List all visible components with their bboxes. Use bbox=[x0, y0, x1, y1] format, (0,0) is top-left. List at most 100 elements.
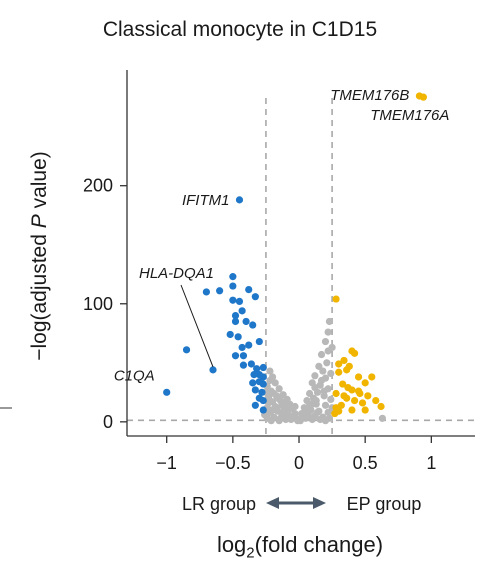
ns-point bbox=[319, 367, 327, 375]
down-point bbox=[239, 352, 248, 360]
ns-point bbox=[324, 408, 332, 416]
down-point bbox=[245, 286, 253, 294]
up-point bbox=[358, 399, 367, 407]
down-point bbox=[255, 337, 263, 346]
up-point bbox=[372, 396, 380, 405]
x-tick-label: 0 bbox=[294, 453, 304, 473]
up-point bbox=[337, 401, 345, 409]
ns-point bbox=[378, 414, 386, 422]
down-point bbox=[231, 352, 240, 360]
down-point bbox=[242, 317, 250, 326]
up-point bbox=[361, 379, 369, 387]
down-point bbox=[182, 346, 191, 354]
up-point bbox=[356, 389, 364, 398]
ns-point bbox=[323, 359, 331, 367]
ns-point bbox=[325, 317, 334, 326]
ns-point bbox=[317, 350, 326, 359]
chart-title: Classical monocyte in C1D15 bbox=[102, 18, 378, 41]
up-point bbox=[361, 406, 369, 414]
up-point bbox=[332, 295, 340, 303]
ns-point bbox=[266, 367, 274, 375]
ns-point bbox=[279, 391, 287, 399]
ns-point bbox=[327, 369, 335, 378]
up-point bbox=[339, 380, 347, 388]
gene-label: TMEM176B bbox=[330, 87, 409, 104]
y-tick-label: 100 bbox=[83, 294, 113, 314]
down-point bbox=[259, 363, 267, 372]
down-point bbox=[251, 401, 259, 409]
ns-point bbox=[270, 389, 278, 398]
down-point bbox=[259, 396, 267, 405]
down-point bbox=[238, 307, 246, 315]
down-point bbox=[259, 373, 267, 381]
ns-point bbox=[312, 396, 320, 405]
leader-line bbox=[180, 284, 214, 368]
ns-point bbox=[306, 401, 314, 409]
x-tick-label: 1 bbox=[426, 453, 436, 473]
x-tick-label: −0.5 bbox=[215, 453, 251, 473]
down-point bbox=[235, 196, 244, 204]
down-point bbox=[247, 360, 255, 368]
data-points bbox=[163, 92, 427, 425]
ns-point bbox=[324, 328, 332, 336]
ns-point bbox=[315, 362, 323, 370]
down-point bbox=[249, 379, 257, 387]
up-point bbox=[419, 93, 427, 101]
group-legend: LR group EP group bbox=[182, 494, 421, 514]
ns-point bbox=[306, 389, 314, 398]
ns-point bbox=[311, 383, 319, 392]
ns-point bbox=[327, 395, 335, 403]
down-point bbox=[239, 361, 248, 369]
gene-labels: IFITM1 HLA-DQA1 C1QA TMEM176B TMEM176A bbox=[114, 87, 450, 384]
axes: −1 −0.5 0 0.5 1 0 100 200 bbox=[83, 70, 475, 473]
up-point bbox=[368, 373, 376, 381]
down-point bbox=[163, 388, 171, 396]
ns-point bbox=[317, 376, 326, 385]
up-point bbox=[348, 406, 356, 414]
ns-point bbox=[274, 394, 282, 402]
down-point bbox=[234, 333, 242, 341]
down-point bbox=[216, 287, 224, 295]
y-tick-label: 200 bbox=[83, 176, 113, 196]
down-point bbox=[259, 380, 267, 388]
gene-label: C1QA bbox=[114, 367, 155, 384]
up-point bbox=[335, 360, 343, 368]
down-point bbox=[229, 296, 237, 304]
threshold-lines bbox=[127, 98, 475, 436]
up-point bbox=[348, 386, 356, 394]
up-point bbox=[364, 392, 372, 400]
group-right-label: EP group bbox=[347, 494, 422, 514]
gene-label: TMEM176A bbox=[370, 107, 449, 124]
ns-point bbox=[302, 408, 310, 416]
down-point bbox=[258, 388, 266, 396]
down-point bbox=[259, 406, 267, 414]
down-point bbox=[249, 321, 257, 329]
ns-point bbox=[291, 402, 299, 411]
ns-point bbox=[267, 417, 275, 425]
double-arrow-icon bbox=[266, 497, 326, 509]
ns-point bbox=[313, 408, 322, 416]
x-tick-label: 0.5 bbox=[353, 453, 378, 473]
down-point bbox=[202, 288, 210, 296]
down-point bbox=[229, 273, 237, 281]
y-tick-label: 0 bbox=[103, 412, 113, 432]
down-point bbox=[238, 343, 246, 352]
down-point bbox=[209, 366, 217, 374]
down-point bbox=[251, 293, 259, 301]
up-point bbox=[343, 394, 351, 402]
x-axis-label: log2(fold change) bbox=[216, 532, 384, 562]
up-point bbox=[331, 409, 339, 418]
x-tick-label: −1 bbox=[156, 453, 177, 473]
gene-label: IFITM1 bbox=[182, 192, 230, 209]
up-point bbox=[332, 389, 340, 398]
y-axis-label: −log(adjusted P value) bbox=[28, 151, 51, 361]
up-point bbox=[335, 368, 343, 376]
ns-point bbox=[321, 337, 330, 346]
down-point bbox=[231, 311, 240, 320]
ns-point bbox=[275, 385, 283, 393]
down-point bbox=[231, 317, 240, 326]
down-point bbox=[226, 330, 234, 339]
down-point bbox=[245, 341, 253, 349]
ns-point bbox=[268, 406, 277, 414]
